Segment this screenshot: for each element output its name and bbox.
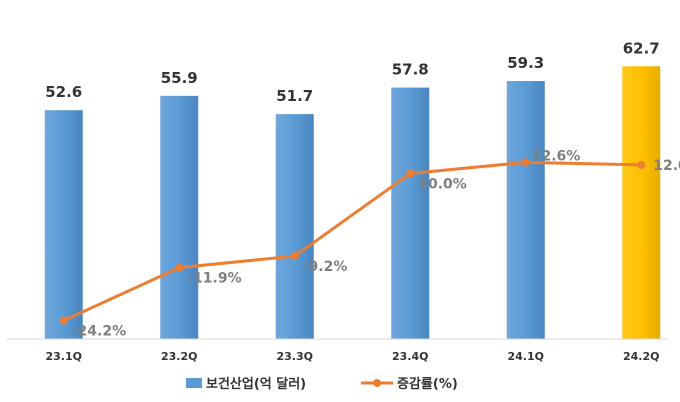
growth-rate-label: -24.2% — [72, 324, 126, 340]
bar-23.2Q — [160, 95, 199, 340]
category-label: 23.2Q — [161, 350, 198, 363]
bar-value-label: 57.8 — [392, 61, 429, 79]
line-value-labels: -24.2% -11.9% -9.2% 10.0% 12.6% 12.0% — [72, 148, 680, 339]
category-label: 24.2Q — [623, 350, 660, 363]
bar-value-label: 55.9 — [161, 69, 198, 87]
legend-line-marker — [373, 379, 381, 387]
growth-rate-label: 12.6% — [532, 148, 581, 164]
category-label: 23.3Q — [277, 350, 314, 363]
bar-value-label: 51.7 — [276, 87, 313, 105]
growth-rate-point — [59, 316, 68, 325]
legend: 보건산업(억 달러) 증감률(%) — [186, 376, 458, 392]
growth-rate-line — [63, 160, 642, 322]
line-series — [59, 158, 646, 325]
legend-line-label: 증감률(%) — [397, 377, 458, 392]
growth-rate-point — [406, 169, 415, 178]
bar-series — [44, 66, 661, 340]
bar-24.1Q — [506, 81, 545, 340]
bar-23.3Q — [275, 114, 314, 339]
category-label: 23.4Q — [392, 350, 429, 363]
growth-rate-label: 12.0% — [653, 158, 680, 174]
legend-bar-label: 보건산업(억 달러) — [206, 376, 306, 392]
growth-rate-point — [521, 158, 530, 167]
category-label: 24.1Q — [508, 350, 545, 363]
growth-rate-label: -11.9% — [187, 271, 241, 287]
bar-23.4Q — [391, 87, 430, 339]
bar-value-label: 62.7 — [623, 39, 660, 57]
category-label: 23.1Q — [46, 350, 83, 363]
bar-value-label: 59.3 — [507, 54, 544, 72]
growth-rate-point — [175, 263, 184, 272]
bar-value-labels: 52.6 55.9 51.7 57.8 59.3 62.7 — [45, 39, 660, 105]
growth-rate-point — [637, 160, 646, 169]
growth-rate-label: 10.0% — [418, 177, 467, 193]
bar-value-label: 52.6 — [45, 83, 82, 101]
bar-24.2Q — [622, 66, 661, 339]
legend-bar-swatch — [186, 378, 202, 388]
category-labels: 23.1Q 23.2Q 23.3Q 23.4Q 24.1Q 24.2Q — [46, 350, 660, 363]
bar-23.1Q — [44, 110, 83, 339]
growth-rate-label: -9.2% — [303, 259, 348, 275]
growth-rate-point — [290, 252, 299, 261]
